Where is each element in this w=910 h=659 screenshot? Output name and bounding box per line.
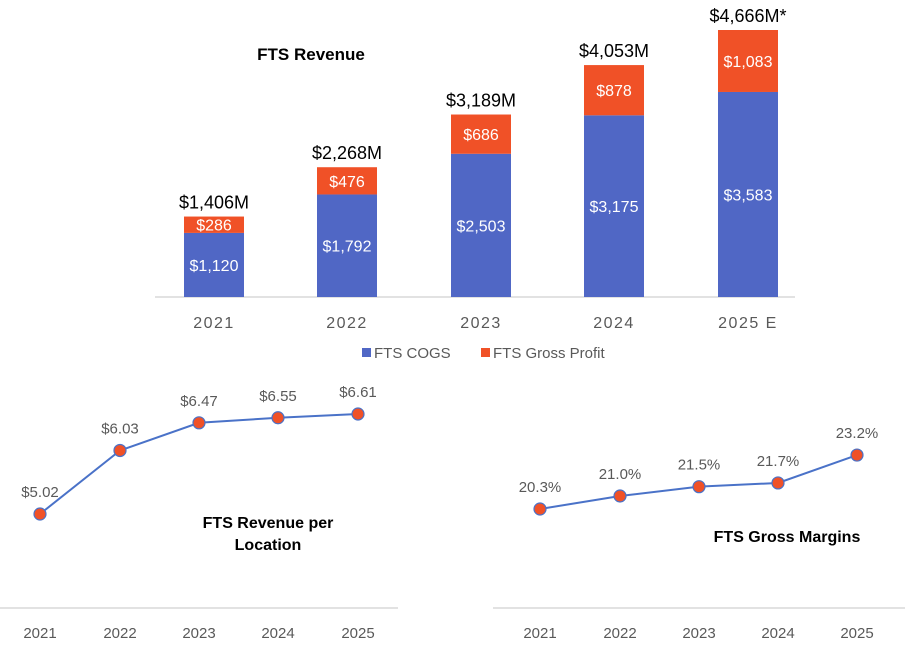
x-tick-label: 2024 [593,315,635,332]
data-label: 21.0% [599,466,642,483]
data-label-cogs: $1,120 [190,258,239,275]
data-label: $6.55 [259,388,297,405]
data-label-cogs: $3,175 [590,199,639,216]
chart-title: Location [235,537,302,554]
x-tick-label: 2023 [182,625,215,642]
data-label-cogs: $2,503 [457,218,506,235]
legend-label-cogs: FTS COGS [374,345,451,362]
bar-cogs [718,91,778,297]
data-label-total: $1,406M [179,193,249,213]
data-label-total: $2,268M [312,143,382,163]
data-point [271,411,285,425]
revenue-bar-chart: FTS Revenue $1,120 $286 $1,406M 2021 $1,792 $4… [155,6,795,362]
data-label: $6.03 [101,420,139,437]
data-label: $6.61 [339,384,377,401]
legend-swatch-cogs [362,348,371,357]
data-label-gross-profit: $686 [463,127,499,144]
bar-cogs [584,115,644,297]
legend: FTS COGS FTS Gross Profit [362,345,606,362]
bar-gross-profit [451,114,511,154]
gross-margins-chart: 20.3% 2021 21.0% 2022 21.5% 2023 21.7% 2024 23.2… [493,425,905,642]
data-label: 21.5% [678,457,721,474]
data-point [692,480,706,494]
data-label: 21.7% [757,453,800,470]
data-point [192,416,206,430]
data-label-gross-profit: $1,083 [724,54,773,71]
data-point [533,502,547,516]
data-point [771,476,785,490]
data-point [850,448,864,462]
x-tick-label: 2025 [840,625,873,642]
bar-gross-profit [317,167,377,195]
data-label-cogs: $1,792 [323,239,372,256]
x-tick-label: 2023 [460,315,502,332]
x-tick-label: 2025 E [718,315,778,332]
bar-cogs [184,232,244,297]
x-tick-label: 2022 [103,625,136,642]
x-tick-label: 2021 [523,625,556,642]
bar-gross-profit [584,65,644,116]
bar-cogs [451,153,511,297]
x-tick-label: 2025 [341,625,374,642]
x-tick-label: 2023 [682,625,715,642]
x-tick-label: 2022 [326,315,368,332]
x-tick-label: 2021 [23,625,56,642]
data-label-total: $4,053M [579,41,649,61]
data-label: 23.2% [836,425,879,442]
data-label-total: $4,666M* [709,6,786,26]
data-point [351,407,365,421]
data-label-cogs: $3,583 [724,187,773,204]
legend-swatch-gross-profit [481,348,490,357]
data-point [113,443,127,458]
x-tick-label: 2022 [603,625,636,642]
data-point [613,489,627,503]
revenue-per-location-chart: $5.02 2021 $6.03 2022 $6.47 2023 $6.55 2024 $6.6… [0,384,398,642]
data-point [33,507,47,521]
bar-gross-profit [718,30,778,92]
bar-gross-profit [184,216,244,233]
data-label-gross-profit: $476 [329,174,365,191]
x-tick-label: 2024 [761,625,794,642]
data-label-gross-profit: $878 [596,83,632,100]
data-label: $6.47 [180,393,218,410]
data-label: 20.3% [519,479,562,496]
x-tick-label: 2024 [261,625,294,642]
chart-title: FTS Revenue per [203,515,334,532]
bar-cogs [317,194,377,297]
data-label: $5.02 [21,484,59,501]
chart-title: FTS Gross Margins [714,529,861,546]
legend-label-gross-profit: FTS Gross Profit [493,345,606,362]
chart-title: FTS Revenue [257,45,365,64]
data-label-total: $3,189M [446,91,516,111]
x-tick-label: 2021 [193,315,235,332]
data-label-gross-profit: $286 [196,218,232,235]
